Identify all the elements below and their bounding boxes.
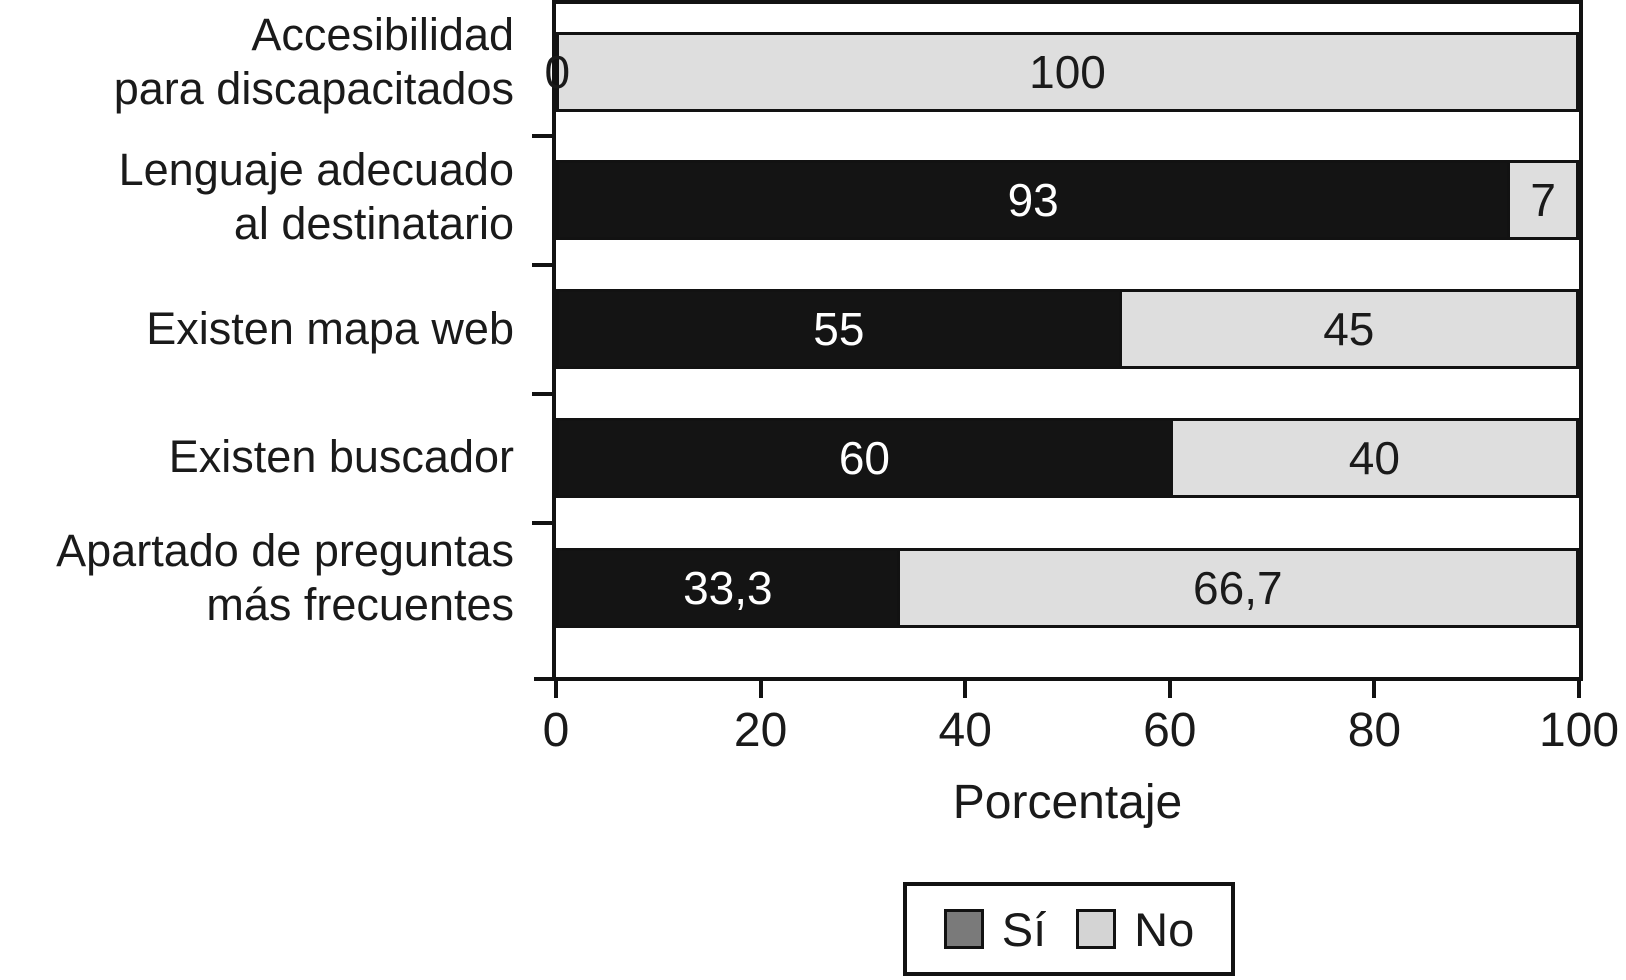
- legend-item-no: No: [1076, 902, 1194, 957]
- y-axis-tick: [532, 521, 552, 525]
- x-axis-tick: [963, 681, 968, 698]
- x-axis-title: Porcentaje: [952, 776, 1183, 829]
- x-axis-tick-label: 80: [1347, 704, 1402, 757]
- x-axis-tick-label: 60: [1143, 704, 1197, 757]
- y-axis-tick: [532, 134, 552, 138]
- x-axis-tick-label: 100: [1538, 704, 1620, 757]
- bar-row-accesibilidad: 0 100: [544, 32, 1579, 112]
- bar-segment-si: 33,3: [556, 548, 897, 628]
- category-label-preguntas: Apartado de preguntas más frecuentes: [0, 524, 514, 632]
- x-axis-tick: [554, 681, 558, 698]
- category-label-buscador: Existen buscador: [0, 430, 514, 484]
- category-label-line: Lenguaje adecuado: [118, 144, 514, 195]
- bar-value-si-zero: 0: [544, 46, 571, 98]
- bar-segment-si: 93: [556, 160, 1508, 240]
- legend: Sí No: [903, 882, 1235, 976]
- category-label-accesibilidad: Accesibilidad para discapacitados: [0, 8, 514, 116]
- legend-no-label: No: [1134, 902, 1195, 956]
- x-axis: 0 20 40 60 80 100: [543, 681, 1619, 791]
- x-axis-tick: [1167, 681, 1172, 698]
- legend-si-swatch: [943, 909, 984, 949]
- bar-row-lenguaje: 93 7: [556, 160, 1579, 240]
- bar-value-si: 33,3: [683, 562, 773, 614]
- legend-si-label: Sí: [1001, 902, 1047, 956]
- bar-value-si: 60: [838, 432, 890, 484]
- x-axis-line-overhang: [534, 677, 556, 681]
- bar-row-buscador: 60 40: [556, 418, 1579, 498]
- bar-row-preguntas: 33,3 66,7: [556, 548, 1579, 628]
- x-axis-tick: [1577, 681, 1581, 698]
- category-label-line: más frecuentes: [206, 579, 514, 630]
- y-axis-tick: [532, 392, 552, 396]
- bar-segment-no: 45: [1118, 289, 1579, 369]
- category-label-lenguaje: Lenguaje adecuado al destinatario: [0, 143, 514, 251]
- bar-value-no: 40: [1348, 432, 1400, 484]
- category-label-line: Existen mapa web: [146, 303, 514, 354]
- bar-value-si: 93: [1007, 174, 1059, 226]
- bar-segment-no: 66,7: [896, 548, 1579, 628]
- bar-row-mapa-web: 55 45: [556, 289, 1579, 369]
- bar-value-no: 100: [1029, 46, 1106, 98]
- category-label-line: Apartado de preguntas: [56, 525, 514, 576]
- bar-value-si: 55: [813, 303, 865, 355]
- bar-segment-no: 7: [1507, 160, 1579, 240]
- y-axis-tick: [532, 263, 552, 267]
- x-axis-tick-label: 0: [542, 704, 570, 757]
- category-label-line: para discapacitados: [113, 63, 514, 114]
- bar-segment-si: 60: [556, 418, 1170, 498]
- category-label-line: al destinatario: [233, 198, 514, 249]
- bar-value-no: 66,7: [1193, 562, 1283, 614]
- bar-segment-si: 55: [556, 289, 1119, 369]
- bar-value-no: 7: [1530, 174, 1556, 226]
- bar-segment-no: 40: [1169, 418, 1579, 498]
- legend-no-swatch: [1076, 909, 1117, 949]
- bar-value-no: 45: [1323, 303, 1375, 355]
- category-label-line: Existen buscador: [168, 431, 514, 482]
- legend-item-si: Sí: [943, 902, 1047, 957]
- category-label-mapa-web: Existen mapa web: [0, 302, 514, 356]
- plot-area: 0 100 93 7 55 45 60: [532, 0, 1583, 681]
- x-axis-tick: [1372, 681, 1377, 698]
- bar-segment-no: 100: [556, 32, 1579, 112]
- category-label-line: Accesibilidad: [251, 9, 514, 60]
- x-axis-tick-label: 40: [938, 704, 992, 757]
- x-axis-tick: [758, 681, 763, 698]
- x-axis-tick-label: 20: [733, 704, 788, 757]
